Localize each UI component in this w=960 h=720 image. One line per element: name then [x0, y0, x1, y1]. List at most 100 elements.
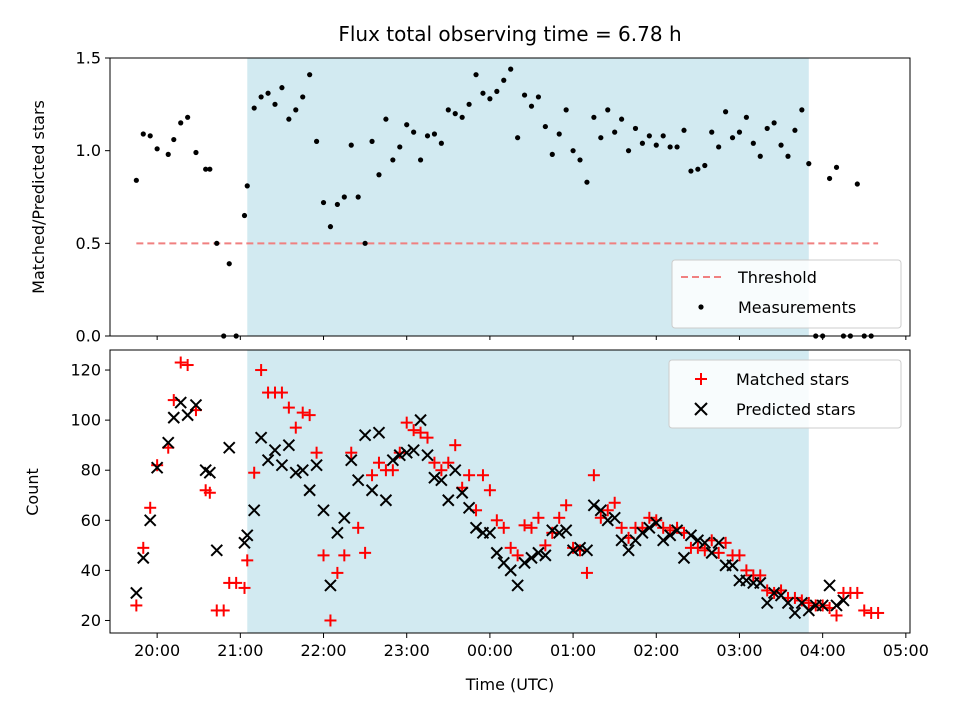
predicted-star-point [238, 536, 251, 550]
matched-star-point [345, 446, 358, 459]
matched-star-point [372, 456, 385, 469]
matched-star-point [788, 591, 801, 604]
measurement-point [397, 144, 403, 150]
matched-star-point [567, 541, 580, 554]
measurement-point [549, 151, 555, 157]
predicted-star-point [802, 604, 815, 617]
measurement-point [535, 94, 542, 100]
measurement-point [688, 168, 694, 174]
predicted-star-point [601, 514, 614, 527]
matched-star-point [518, 519, 531, 532]
matched-star-point [359, 546, 372, 559]
predicted-star-point [144, 514, 157, 527]
threshold-legend-label: Threshold [737, 268, 817, 287]
predicted-star-point [650, 516, 663, 530]
predicted-star-point [691, 534, 705, 547]
measurement-point [653, 142, 659, 148]
measurement-point [369, 138, 375, 144]
matched-star-point [601, 504, 614, 517]
matched-star-point [490, 514, 503, 527]
matched-star-point [740, 564, 753, 577]
measurement-point [300, 94, 306, 100]
matched-star-point [580, 566, 593, 579]
predicted-star-point [275, 458, 289, 472]
matched-star-point [275, 386, 288, 399]
measurement-point [646, 133, 652, 139]
measurement-point [598, 135, 604, 141]
predicted-star-point [760, 596, 774, 610]
matched-star-point [435, 464, 448, 477]
measurement-point [722, 109, 729, 115]
matched-star-point [497, 521, 510, 534]
matched-star-point [511, 549, 524, 562]
measurement-point [341, 194, 347, 200]
matched-star-point [255, 364, 268, 377]
matched-star-point [449, 439, 462, 452]
predicted-star-point [483, 526, 497, 540]
predicted-star-point [203, 466, 217, 479]
measurement-point [459, 114, 465, 120]
measurement-point [320, 199, 327, 206]
measurement-point [695, 166, 701, 172]
measurement-point [133, 177, 139, 183]
measurement-point [778, 142, 784, 148]
measurement-point [417, 157, 424, 163]
matched-star-point [671, 521, 684, 534]
measurement-point [729, 135, 736, 141]
measurement-point [577, 157, 583, 163]
matched-star-point [532, 511, 545, 524]
matched-star-point [476, 469, 489, 482]
predicted-star-point [684, 529, 698, 542]
predicted-star-point [210, 544, 223, 557]
predicted-star-point [532, 546, 545, 560]
matched-star-point [733, 549, 746, 562]
predicted-star-point [428, 471, 441, 484]
matched-star-point [428, 456, 441, 469]
matched-star-point [650, 514, 663, 527]
measurement-point [424, 133, 431, 139]
matched-star-point [352, 521, 365, 534]
measurement-point [226, 261, 232, 267]
predicted-star-point [525, 551, 538, 565]
measurement-point [165, 151, 171, 157]
measurement-point [619, 116, 625, 122]
predicted-star-point [379, 494, 393, 507]
predicted-star-point [754, 576, 767, 590]
measurement-point [241, 212, 248, 219]
matched-star-point [574, 544, 587, 557]
top-y-tick-label: 1.0 [76, 141, 101, 160]
predicted-star-point [677, 551, 691, 565]
matched-star-point [217, 604, 230, 617]
matched-star-point [282, 401, 295, 414]
measurement-point [307, 72, 313, 78]
measurement-point [272, 101, 278, 107]
matched-star-point [386, 464, 399, 477]
measurement-point [203, 166, 209, 172]
measurement-point [251, 105, 257, 111]
x-tick-label: 21:00 [217, 641, 263, 660]
predicted-star-point [767, 586, 781, 600]
matched-star-point [546, 526, 559, 539]
matched-star-point [525, 521, 538, 534]
measurement-point [452, 111, 458, 117]
predicted-star-point [435, 474, 448, 487]
measurement-point [279, 85, 285, 91]
predicted-star-point [331, 526, 344, 540]
predicted-star-point [358, 428, 372, 442]
matched-star-point [203, 486, 216, 499]
predicted-star-point [615, 534, 628, 547]
measurement-point [806, 161, 812, 167]
measurement-point [854, 181, 860, 187]
measurement-point [591, 114, 597, 120]
measurement-point [258, 94, 264, 100]
predicted-star-point [656, 534, 670, 547]
matched-star-point [719, 536, 732, 549]
predicted-star-point [421, 448, 434, 462]
predicted-star-point [345, 453, 358, 467]
predicted-star-point [781, 596, 795, 610]
matched-star-point [296, 406, 309, 419]
x-tick-label: 05:00 [883, 641, 929, 660]
matched-star-point [174, 356, 187, 369]
top-panel: 0.0 0.5 1.0 1.5 Flux total observing time =… [29, 22, 911, 346]
